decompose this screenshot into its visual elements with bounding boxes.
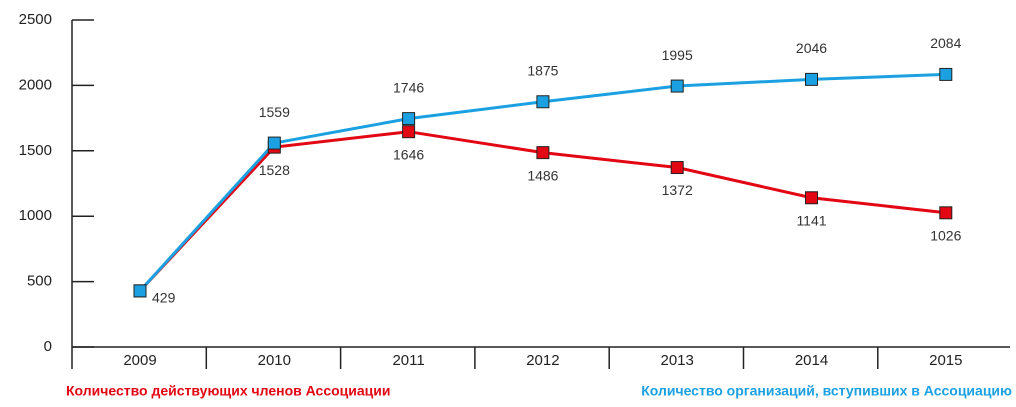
value-label: 2046 [796, 40, 827, 56]
point-marker [939, 206, 953, 220]
value-label: 1141 [796, 212, 826, 228]
value-label: 1372 [662, 182, 693, 198]
point-marker [670, 79, 684, 93]
y-tick-label: 500 [27, 273, 52, 290]
point-marker [939, 67, 953, 81]
point-marker [402, 112, 416, 126]
value-label: 1486 [527, 167, 558, 183]
x-tick-label: 2009 [123, 352, 156, 369]
point-marker [670, 161, 684, 175]
x-tick-label: 2011 [392, 352, 424, 369]
x-tick-label: 2013 [661, 352, 694, 369]
point-marker [536, 146, 550, 160]
legend-label: Количество организаций, вступивших в Асс… [641, 383, 1012, 399]
x-tick-label: 2015 [929, 352, 962, 369]
value-label: 1875 [527, 62, 558, 78]
x-tick-label: 2010 [258, 352, 291, 369]
value-label: 429 [152, 290, 176, 306]
y-tick-label: 2500 [19, 11, 52, 28]
x-tick-label: 2014 [795, 352, 828, 369]
point-marker [805, 191, 818, 205]
value-label: 1528 [259, 162, 290, 178]
value-label: 2084 [930, 35, 961, 51]
x-tick-label: 2012 [526, 352, 559, 369]
legend-label: Количество действующих членов Ассоциации [66, 383, 391, 399]
value-label: 1995 [662, 47, 693, 63]
value-label: 1026 [930, 228, 961, 244]
y-tick-label: 1500 [19, 142, 52, 159]
point-marker [536, 95, 550, 109]
point-marker [133, 284, 147, 298]
value-label: 1559 [259, 104, 290, 120]
y-tick-label: 2000 [19, 76, 52, 93]
point-marker [805, 72, 818, 86]
value-label: 1646 [393, 146, 424, 162]
value-label: 1746 [393, 79, 424, 95]
point-marker [267, 136, 281, 150]
point-marker [402, 125, 416, 139]
y-tick-label: 1000 [19, 207, 52, 224]
y-tick-label: 0 [44, 338, 52, 355]
